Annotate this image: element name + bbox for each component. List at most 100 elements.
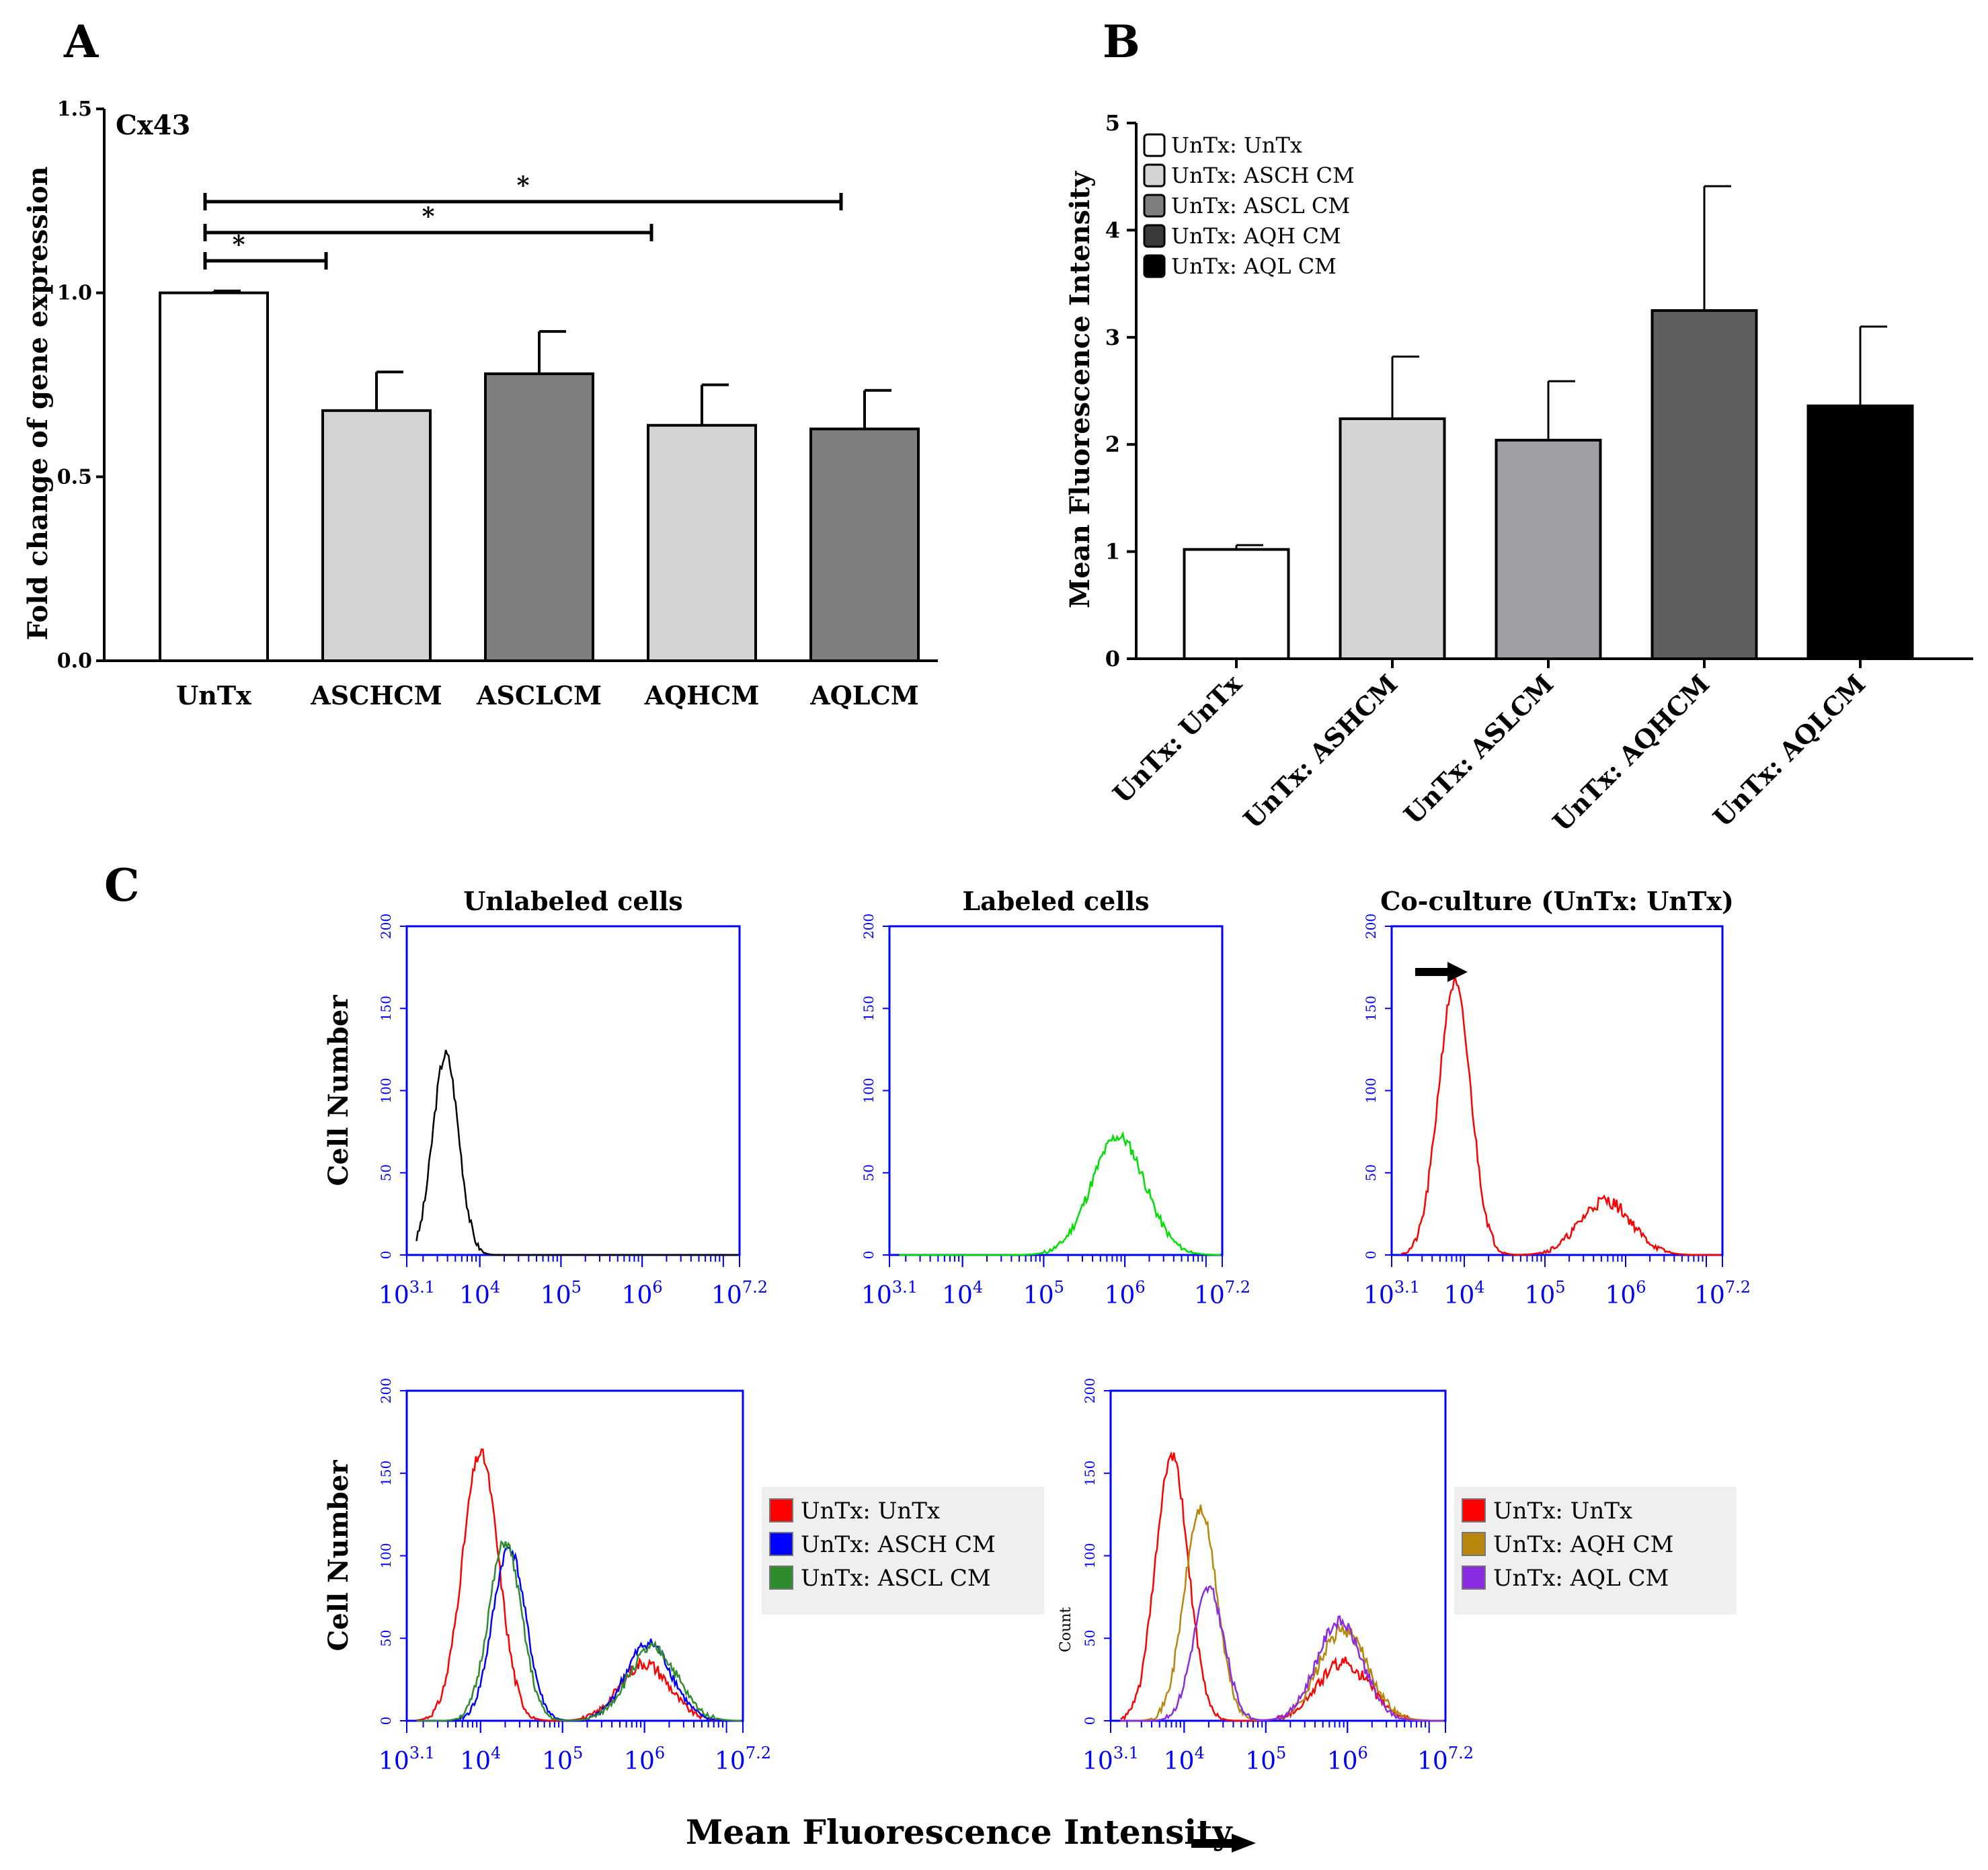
y-tick-label: 100 [378,1543,394,1568]
chart-a-title: Cx43 [116,110,190,141]
y-axis-label: Fold change of gene expression [22,166,54,640]
y-tick-label: 1.0 [57,282,92,305]
x-tick-label: 107.2 [711,1278,768,1309]
x-tick-label: UnTx: AQHCM [1547,669,1716,838]
x-tick-label: 104 [1164,1744,1205,1775]
y-tick-label: 100 [861,1078,877,1103]
x-tick-label: UnTx [176,680,251,710]
histogram-title: Co-culture (UnTx: UnTx) [1380,886,1734,916]
legend-entry: UnTx: AQL CM [1171,253,1337,279]
histogram-series-line [1401,977,1721,1256]
x-tick-label: ASCHCM [310,680,442,710]
arrow-icon-head [1447,962,1468,982]
x-tick-label: 103.1 [1363,1278,1420,1309]
legend-swatch [1143,163,1166,188]
y-tick-label: 150 [378,995,394,1021]
y-tick-label: 1.5 [57,97,92,121]
x-tick-label: 104 [460,1744,501,1775]
y-tick-label: 50 [1082,1630,1098,1647]
plot-frame [1109,1389,1447,1722]
x-tick-label: 104 [1443,1278,1484,1309]
histogram-series-line [415,1049,738,1256]
legend-box [1454,1487,1737,1615]
footer-xlabel: Mean Fluorescence Intensity [686,1812,1233,1852]
right-arrow-icon [1191,1834,1256,1853]
legend-entry: UnTx: ASCL CM [1171,193,1350,218]
bar [1339,417,1446,660]
chart-c4: 0 50 100 150 200 103.1 104 105 106 107.2 Cell Numb… [323,1378,1044,1775]
y-tick-label: 150 [1363,995,1379,1021]
legend-box [762,1487,1044,1615]
chart-c1: 0 50 100 150 200 103.1 104 105 106 107.2 Unlabeled… [323,886,768,1309]
histogram-title: Unlabeled cells [463,886,683,916]
y-tick-label: 0 [1082,1717,1098,1725]
legend-entry: UnTx: ASCH CM [1171,163,1355,188]
x-tick-label: 105 [1023,1278,1064,1309]
legend-swatch [769,1498,793,1522]
x-tick-label: 107.2 [1194,1278,1250,1309]
legend-swatch [1462,1498,1486,1522]
x-tick-label: 104 [942,1278,983,1309]
y-tick-label: 150 [861,995,877,1021]
x-tick-label: 107.2 [1694,1278,1751,1309]
x-tick-label: 103.1 [1082,1744,1139,1775]
legend-entry: UnTx: AQL CM [1493,1565,1669,1592]
x-tick-label: 105 [542,1744,583,1775]
x-tick-label: 105 [1524,1278,1565,1309]
legend-swatch [1143,194,1166,218]
legend-swatch [1143,254,1166,278]
bar [809,428,920,662]
y-tick-label: 100 [1363,1078,1379,1103]
y-tick-label: 50 [378,1630,394,1647]
bar [1183,548,1290,660]
x-tick-label: 106 [624,1744,665,1775]
legend-entry: UnTx: ASCL CM [801,1565,991,1592]
x-tick-label: UnTx: ASHCM [1238,669,1404,835]
histogram-series-line [899,1131,1221,1256]
x-tick-label: AQHCM [644,680,760,710]
y-tick-label: 100 [1082,1543,1098,1568]
y-tick-label: 0.0 [57,649,92,673]
significance-label: * [517,171,530,200]
y-tick-label: 4 [1105,217,1120,243]
x-tick-label: 106 [1605,1278,1646,1309]
bar [1806,404,1914,660]
bar [159,291,269,662]
histogram-series-line [1120,1585,1444,1722]
bar [321,409,432,663]
significance-label: * [233,231,245,259]
histogram-title: Labeled cells [962,886,1149,916]
histogram-series-line [416,1448,742,1722]
x-tick-label: 103.1 [379,1278,435,1309]
histogram-series-line [416,1546,742,1722]
x-tick-label: UnTx: UnTx [1107,668,1247,809]
y-tick-label: 3 [1105,325,1120,350]
x-tick-label: 103.1 [861,1278,918,1309]
y-tick-label: 50 [861,1164,877,1181]
legend-swatch [1143,224,1166,248]
plot-frame [888,925,1224,1256]
x-tick-label: 104 [459,1278,500,1309]
x-tick-label: UnTx: ASLCM [1398,669,1559,830]
x-tick-label: UnTx: AQLCM [1707,669,1871,833]
y-tick-label: 200 [378,1378,394,1404]
y-tick-label: 0 [861,1251,877,1260]
y-axis-label: Mean Fluorescence Intensity [1064,170,1096,608]
legend-swatch [1462,1532,1486,1556]
histogram-series-line [1120,1451,1444,1722]
y-axis-label: Cell Number [323,1460,354,1652]
legend-entry: UnTx: ASCH CM [801,1531,996,1558]
bar [1651,309,1758,660]
arrow-icon-shaft [1415,968,1447,976]
x-tick-label: 106 [1105,1278,1146,1309]
bar [1495,438,1602,660]
x-tick-label: 103.1 [379,1744,435,1775]
plot-frame [405,925,741,1256]
legend-entry: UnTx: AQH CM [1171,223,1341,249]
histogram-series-line [1120,1504,1444,1723]
y-tick-label: 50 [378,1164,394,1181]
y-tick-label: 150 [1082,1461,1098,1486]
y-tick-label: 150 [378,1461,394,1486]
x-tick-label: 105 [1245,1744,1286,1775]
